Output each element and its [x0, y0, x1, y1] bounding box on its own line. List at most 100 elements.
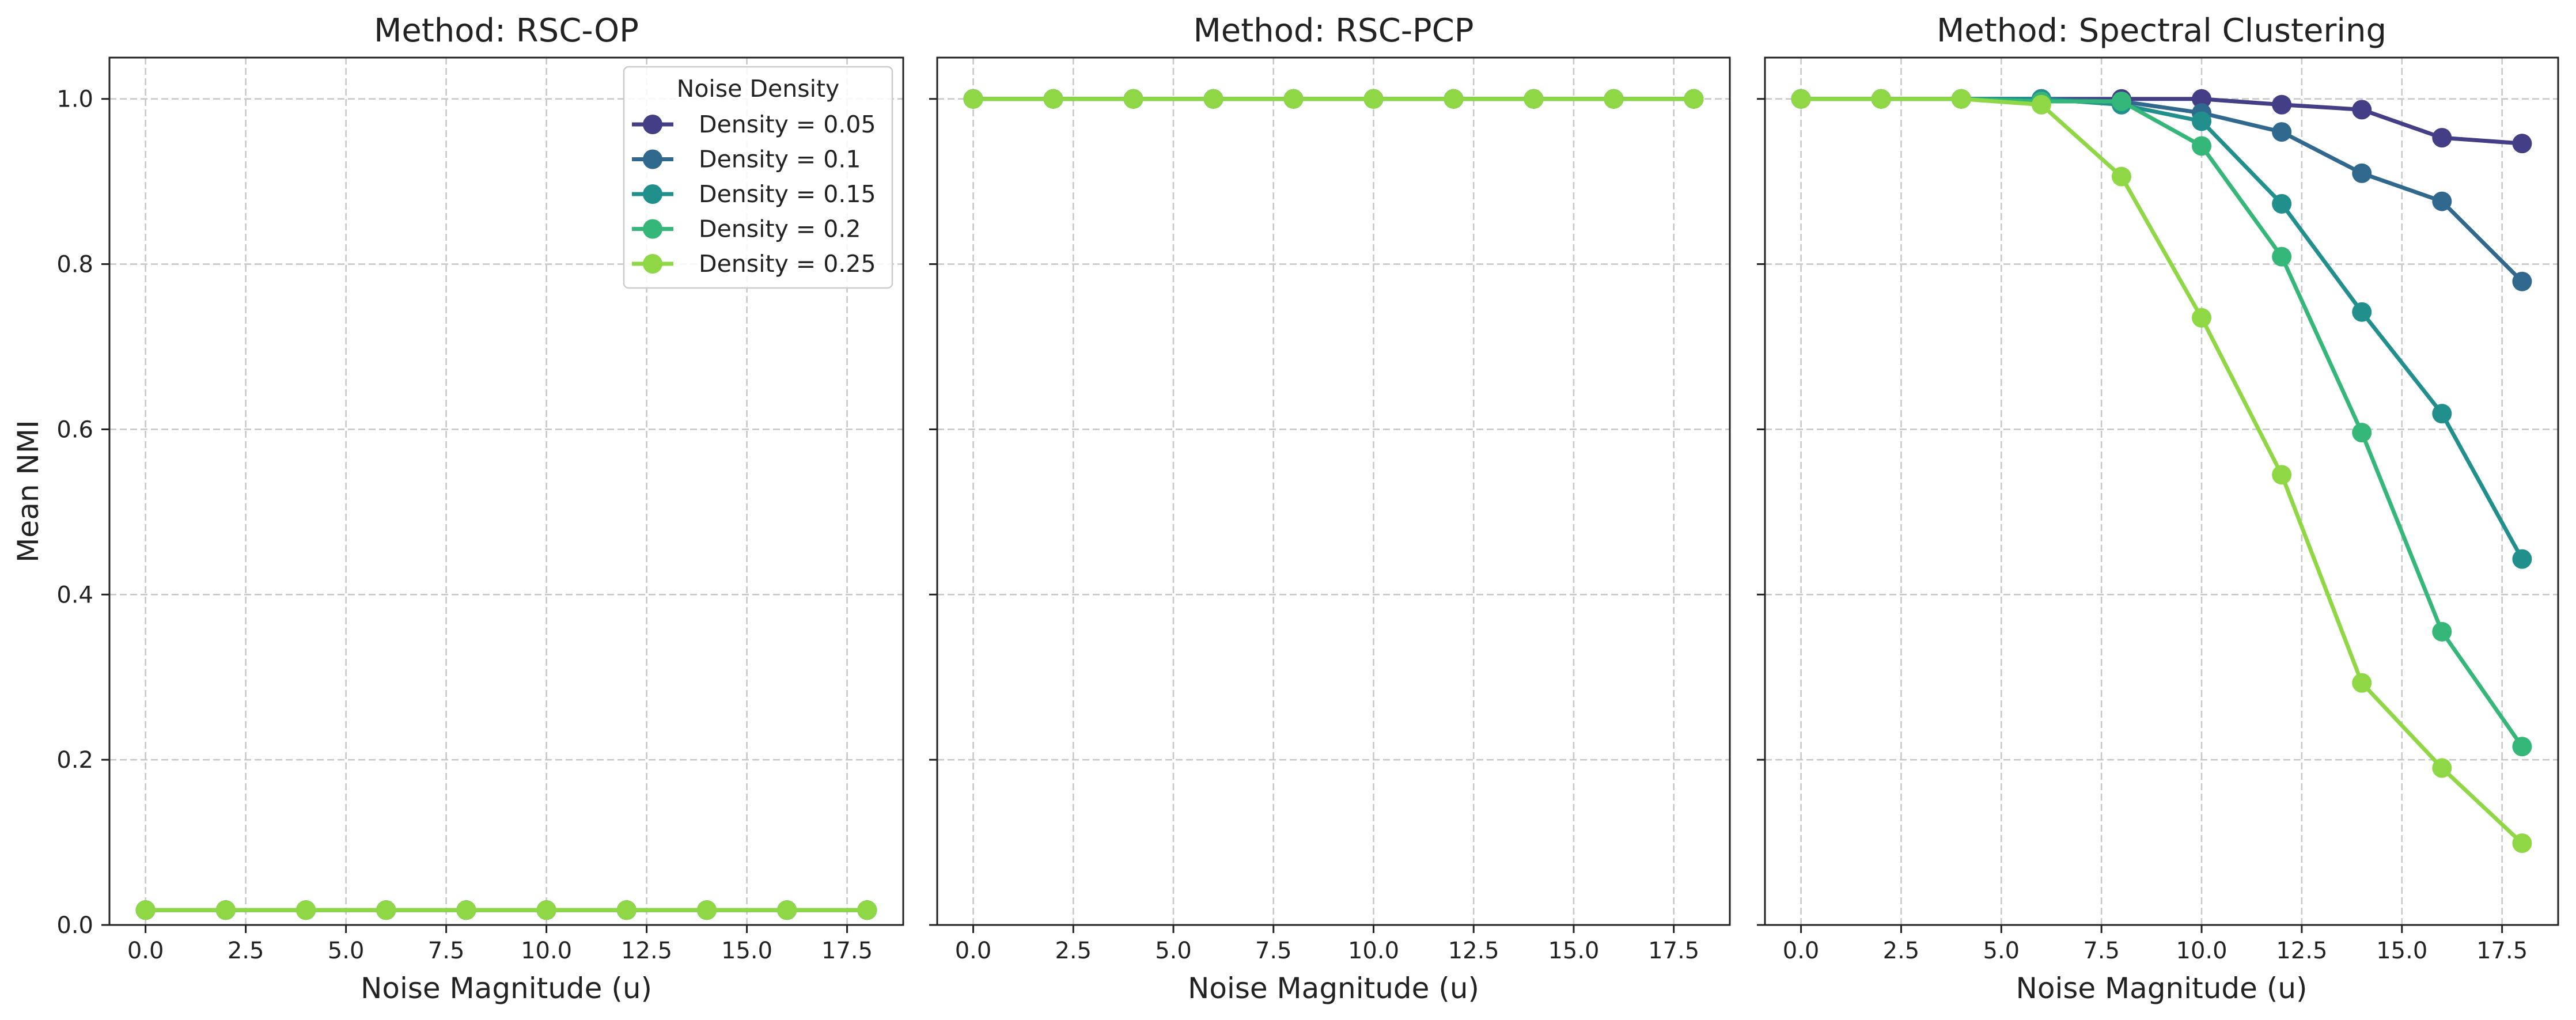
- data-point: [2192, 89, 2212, 109]
- x-tick-label: 2.5: [228, 938, 264, 964]
- x-tick-label: 7.5: [428, 938, 465, 964]
- y-tick-label: 0.6: [56, 416, 93, 443]
- x-axis-label: Noise Magnitude (u): [2016, 972, 2307, 1005]
- x-tick-label: 0.0: [1783, 938, 1820, 964]
- x-tick-label: 12.5: [1448, 938, 1499, 964]
- data-point: [1363, 89, 1384, 109]
- chart-panel-1: 0.0 2.5 5.0 7.5 10.0 12.5 15.0 17.5 0.0 0.2 0.4 0.6…: [12, 12, 904, 1005]
- x-tick-label: 10.0: [1348, 938, 1399, 964]
- data-point: [2512, 271, 2532, 291]
- x-tick-label: 5.0: [1983, 938, 2020, 964]
- data-point: [135, 900, 156, 920]
- x-tick-label: 17.5: [821, 938, 873, 964]
- data-point: [1791, 89, 1811, 109]
- data-point: [2272, 247, 2292, 267]
- legend-marker: [643, 254, 662, 274]
- x-tick-label: 7.5: [2083, 938, 2120, 964]
- x-axis-label: Noise Magnitude (u): [1188, 972, 1479, 1005]
- legend-box: [623, 66, 893, 289]
- data-point: [2192, 308, 2212, 328]
- axes-frame: [936, 56, 1731, 926]
- data-point: [696, 900, 717, 920]
- data-point: [2352, 423, 2372, 443]
- data-point: [2031, 94, 2051, 115]
- data-point: [376, 900, 396, 920]
- data-point: [1871, 89, 1891, 109]
- data-point: [215, 900, 236, 920]
- x-tick-label: 2.5: [1883, 938, 1920, 964]
- axes-frame: [108, 56, 904, 926]
- series-line: [1801, 97, 2524, 748]
- data-point: [2432, 758, 2452, 778]
- y-tick-label: 0.2: [56, 747, 93, 773]
- legend-marker: [643, 184, 662, 204]
- data-point: [1123, 89, 1143, 109]
- data-point: [2272, 94, 2292, 115]
- x-tick-label: 17.5: [1648, 938, 1699, 964]
- x-tick-label: 15.0: [2376, 938, 2427, 964]
- x-tick-label: 17.5: [2476, 938, 2528, 964]
- data-point: [2352, 163, 2372, 183]
- data-point: [1524, 89, 1544, 109]
- legend-label: Density = 0.1: [699, 146, 861, 173]
- series-line: [1801, 97, 2524, 560]
- data-point: [2512, 833, 2532, 854]
- data-point: [1283, 89, 1304, 109]
- x-tick-label: 12.5: [621, 938, 672, 964]
- axes-frame: [1764, 56, 2559, 926]
- x-tick-label: 0.0: [127, 938, 164, 964]
- data-point: [777, 900, 797, 920]
- x-tick-label: 2.5: [1055, 938, 1092, 964]
- data-point: [2432, 621, 2452, 642]
- data-point: [857, 900, 877, 920]
- data-point: [1043, 89, 1063, 109]
- data-point: [2111, 166, 2131, 187]
- legend-marker: [643, 219, 662, 239]
- data-point: [2272, 465, 2292, 485]
- x-tick-label: 12.5: [2276, 938, 2327, 964]
- legend-marker: [643, 115, 662, 134]
- series-line: [1801, 97, 2524, 845]
- data-point: [1203, 89, 1223, 109]
- data-point: [2272, 194, 2292, 214]
- legend-label: Density = 0.2: [699, 215, 861, 243]
- y-tick-label: 0.8: [56, 252, 93, 278]
- y-tick-label: 1.0: [56, 86, 93, 113]
- x-tick-label: 5.0: [328, 938, 365, 964]
- data-point: [963, 89, 983, 109]
- data-point: [536, 900, 556, 920]
- data-point: [2512, 134, 2532, 154]
- chart-title: Method: RSC-OP: [374, 12, 639, 50]
- x-tick-label: 10.0: [2176, 938, 2228, 964]
- data-point: [2111, 92, 2131, 112]
- data-point: [1604, 89, 1624, 109]
- data-point: [2512, 549, 2532, 569]
- data-point: [1951, 89, 1971, 109]
- legend-marker: [643, 149, 662, 169]
- legend-title: Noise Density: [677, 75, 840, 103]
- data-point: [1444, 89, 1464, 109]
- chart-panel-3: 0.0 2.5 5.0 7.5 10.0 12.5 15.0 17.5 Method: Spec…: [1757, 12, 2559, 1005]
- y-tick-label: 0.4: [56, 582, 93, 608]
- legend-label: Density = 0.15: [699, 180, 876, 208]
- x-tick-label: 5.0: [1155, 938, 1192, 964]
- chart-title: Method: Spectral Clustering: [1937, 12, 2386, 50]
- x-tick-label: 15.0: [721, 938, 772, 964]
- x-axis-label: Noise Magnitude (u): [361, 972, 652, 1005]
- x-tick-label: 10.0: [521, 938, 572, 964]
- chart-title: Method: RSC-PCP: [1193, 12, 1473, 50]
- legend: Noise Density Density = 0.05 Density = 0.1…: [623, 66, 893, 289]
- y-axis-label: Mean NMI: [12, 420, 45, 562]
- data-point: [2352, 673, 2372, 693]
- legend-label: Density = 0.05: [699, 111, 876, 138]
- chart-panel-2: 0.0 2.5 5.0 7.5 10.0 12.5 15.0 17.5 Method: RSC-…: [929, 12, 1731, 1005]
- x-tick-label: 0.0: [955, 938, 992, 964]
- data-point: [616, 900, 637, 920]
- data-point: [1684, 89, 1704, 109]
- x-tick-label: 7.5: [1255, 938, 1292, 964]
- data-point: [2512, 737, 2532, 757]
- data-point: [2272, 122, 2292, 142]
- data-point: [2432, 128, 2452, 148]
- data-point: [296, 900, 316, 920]
